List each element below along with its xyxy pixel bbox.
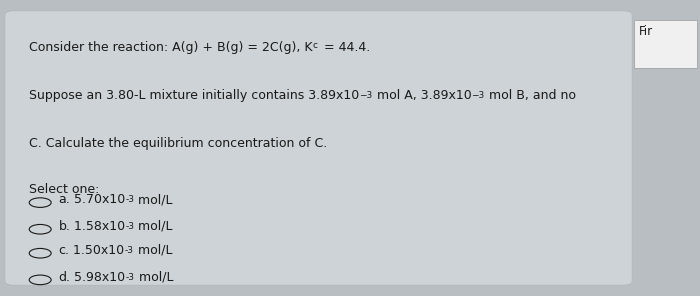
Text: −3: −3 xyxy=(360,91,372,100)
Text: C. Calculate the equilibrium concentration of C.: C. Calculate the equilibrium concentrati… xyxy=(29,137,328,150)
FancyBboxPatch shape xyxy=(634,20,696,68)
FancyBboxPatch shape xyxy=(5,11,632,285)
Text: c: c xyxy=(313,41,318,50)
Text: Consider the reaction: A(g) + B(g) = 2C(g), K: Consider the reaction: A(g) + B(g) = 2C(… xyxy=(29,41,313,54)
Text: 5.98x10: 5.98x10 xyxy=(71,271,125,284)
Text: Select one:: Select one: xyxy=(29,183,99,196)
Text: -3: -3 xyxy=(125,246,134,255)
Text: mol/L: mol/L xyxy=(134,244,172,257)
Text: 1.50x10: 1.50x10 xyxy=(69,244,125,257)
Text: mol/L: mol/L xyxy=(134,271,173,284)
Text: -3: -3 xyxy=(125,222,134,231)
Text: a.: a. xyxy=(59,193,70,206)
Text: Fir: Fir xyxy=(638,25,652,38)
Text: mol/L: mol/L xyxy=(134,220,173,233)
Text: c.: c. xyxy=(59,244,69,257)
Text: 5.70x10: 5.70x10 xyxy=(70,193,125,206)
Text: −3: −3 xyxy=(472,91,484,100)
Text: -3: -3 xyxy=(125,195,134,204)
Text: mol B, and no: mol B, and no xyxy=(484,89,575,102)
Text: = 44.4.: = 44.4. xyxy=(320,41,370,54)
Text: Suppose an 3.80-L mixture initially contains 3.89x10: Suppose an 3.80-L mixture initially cont… xyxy=(29,89,360,102)
Text: d.: d. xyxy=(59,271,71,284)
Text: mol A, 3.89x10: mol A, 3.89x10 xyxy=(372,89,472,102)
Text: b.: b. xyxy=(59,220,70,233)
Text: 1.58x10: 1.58x10 xyxy=(70,220,125,233)
Text: -3: -3 xyxy=(125,273,134,281)
Text: mol/L: mol/L xyxy=(134,193,173,206)
